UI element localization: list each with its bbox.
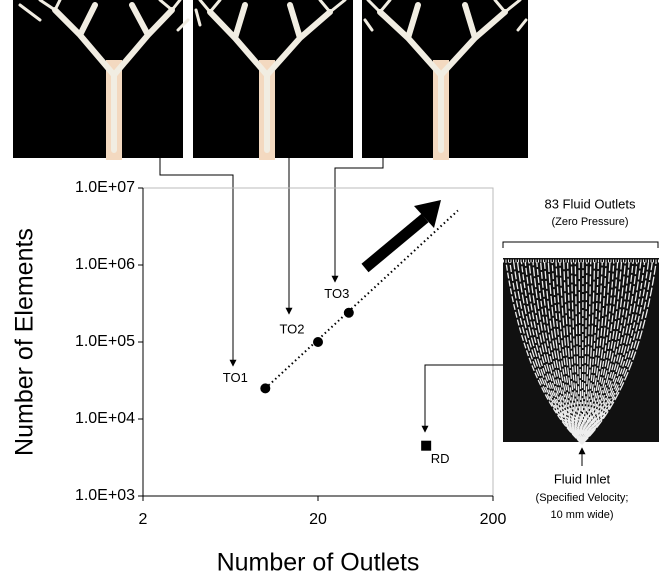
x-tick-label: 200 <box>480 511 507 528</box>
connector <box>425 365 503 432</box>
point-label: TO3 <box>324 286 349 301</box>
y-axis-title: Number of Elements <box>11 228 39 456</box>
rd-panel: 83 Fluid Outlets (Zero Pressure) Fluid I… <box>425 196 659 520</box>
x-tick-label: 2 <box>139 511 148 528</box>
y-tick-label: 1.0E+05 <box>75 333 135 350</box>
annotation: 10 mm wide) <box>551 509 614 521</box>
y-tick-label: 1.0E+03 <box>75 487 135 504</box>
annotation: 83 Fluid Outlets <box>544 196 636 211</box>
connector <box>160 145 233 366</box>
y-tick-label: 1.0E+06 <box>75 256 135 273</box>
point-label: TO2 <box>279 321 304 336</box>
image-to1 <box>13 0 188 160</box>
point <box>313 337 323 347</box>
point <box>344 308 354 318</box>
point <box>260 383 270 393</box>
annotation: Fluid Inlet <box>554 471 611 486</box>
chart: Number of Outlets Number of Elements 83 … <box>0 0 659 584</box>
y-tick-label: 1.0E+07 <box>75 179 135 196</box>
x-tick-label: 20 <box>309 511 327 528</box>
bracket <box>503 242 658 248</box>
point <box>421 441 431 451</box>
trendline <box>265 211 458 389</box>
annotation: (Specified Velocity; <box>536 492 629 504</box>
image-to2 <box>193 0 353 160</box>
y-tick-label: 1.0E+04 <box>75 410 135 427</box>
point-label: RD <box>431 451 450 466</box>
trend-arrow <box>365 218 425 268</box>
annotation: (Zero Pressure) <box>551 216 628 228</box>
topology-images <box>13 0 528 160</box>
x-axis-title: Number of Outlets <box>217 549 420 577</box>
image-to3 <box>362 0 528 160</box>
point-label: TO1 <box>223 370 248 385</box>
